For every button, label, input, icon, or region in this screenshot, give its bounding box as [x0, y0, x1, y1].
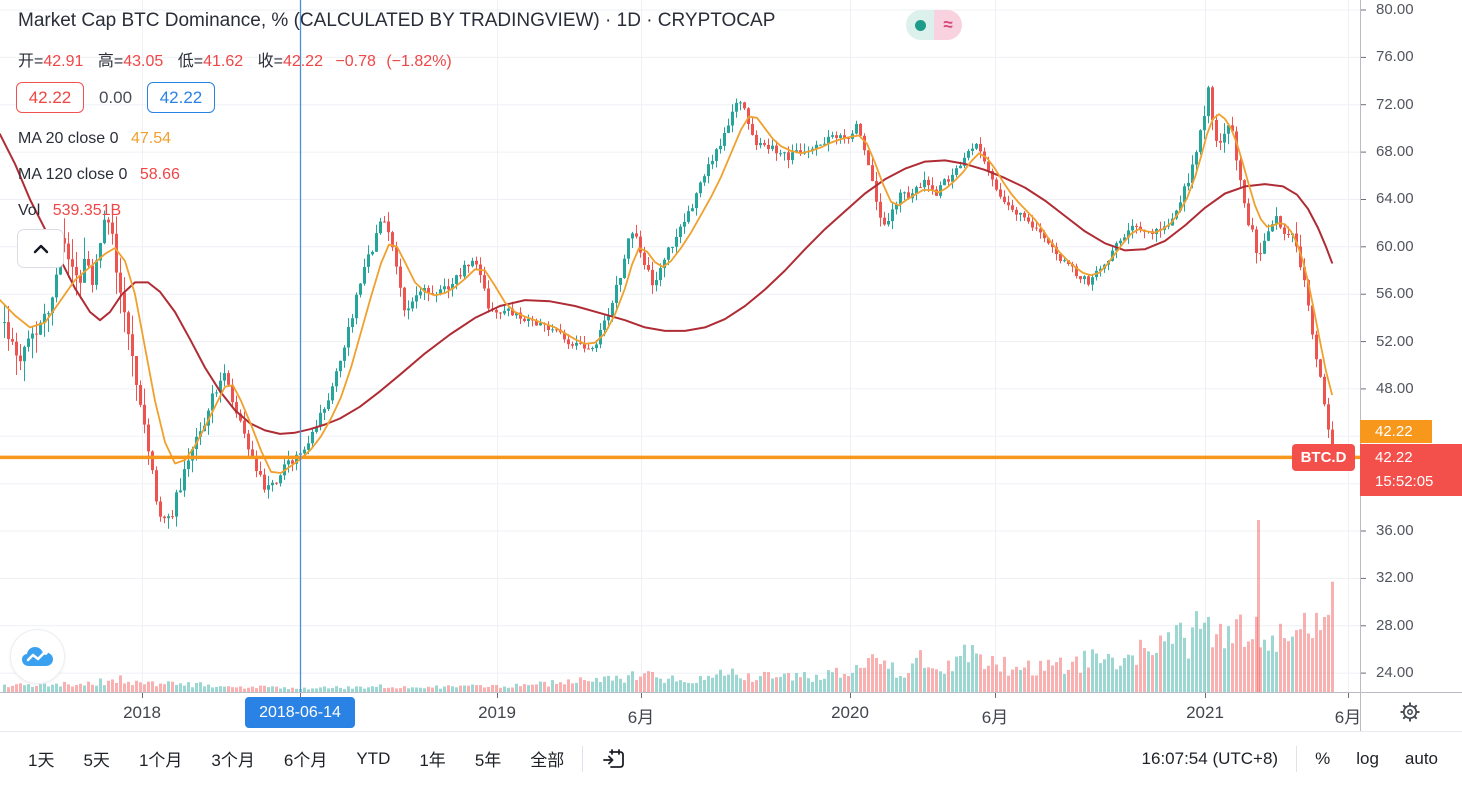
- ma120-legend[interactable]: MA 120 close 0 58.66: [18, 166, 180, 184]
- market-open-indicator[interactable]: [906, 10, 934, 40]
- toolbar-divider: [582, 745, 584, 772]
- price-tick-label: 60.00: [1376, 237, 1414, 255]
- tradingview-logo[interactable]: [10, 629, 65, 684]
- time-tick-label: 6月: [981, 708, 1009, 727]
- buy-button[interactable]: 42.22: [147, 82, 215, 113]
- range-button-1个月[interactable]: 1个月: [138, 751, 183, 770]
- range-button-全部[interactable]: 全部: [530, 751, 565, 770]
- change-percent: (−1.82%): [386, 53, 452, 70]
- toolbar-divider-right: [1296, 745, 1298, 772]
- market-status-pill[interactable]: ≈: [906, 10, 962, 40]
- sell-button[interactable]: 42.22: [16, 82, 84, 113]
- price-axis[interactable]: 80.00 76.00 72.00 68.00 64.00 60.00 56.00 52.00…: [1360, 0, 1462, 692]
- symbol-price-label: BTC.D: [1292, 444, 1355, 471]
- gear-icon: [1400, 702, 1420, 722]
- range-button-5年[interactable]: 5年: [474, 751, 502, 770]
- price-tick-label: 56.00: [1376, 285, 1414, 303]
- go-to-date-button[interactable]: [601, 746, 627, 772]
- open-label: 开=: [18, 53, 44, 70]
- price-tick-label: 64.00: [1376, 190, 1414, 208]
- price-tick-label: 36.00: [1376, 522, 1414, 540]
- close-value: 42.22: [282, 53, 323, 70]
- last-price-badge: 42.22 15:52:05: [1360, 444, 1462, 496]
- ma20-legend[interactable]: MA 20 close 0 47.54: [18, 130, 171, 148]
- time-axis-border: [0, 692, 1462, 693]
- time-tick-label: 2018: [123, 703, 161, 722]
- date-range-buttons: 1天 5天 1个月 3个月 6个月 YTD 1年 5年 全部: [28, 746, 564, 771]
- symbol-title[interactable]: Market Cap BTC Dominance, % (CALCULATED …: [18, 10, 776, 31]
- open-value: 42.91: [43, 53, 84, 70]
- price-axis-border: [1360, 0, 1361, 731]
- price-tick-label: 68.00: [1376, 143, 1414, 161]
- price-tick-label: 48.00: [1376, 379, 1414, 397]
- low-value: 41.62: [203, 53, 244, 70]
- ma20-value: 47.54: [130, 130, 171, 147]
- time-tick-label: 2019: [478, 703, 516, 722]
- toolbar-right-group: 16:07:54 (UTC+8) % log auto: [1141, 745, 1438, 772]
- price-tick-label: 28.00: [1376, 616, 1414, 634]
- time-tick-label: 2021: [1186, 703, 1224, 722]
- price-tick-label: 76.00: [1376, 48, 1414, 66]
- price-tick-label: 52.00: [1376, 332, 1414, 350]
- scale-mode-buttons: % log auto: [1315, 749, 1438, 769]
- change-value: −0.78: [335, 53, 376, 70]
- price-tick-label: 80.00: [1376, 1, 1414, 18]
- price-tick-label: 72.00: [1376, 95, 1414, 113]
- range-button-1天[interactable]: 1天: [28, 751, 55, 770]
- scale-button-log[interactable]: log: [1356, 748, 1379, 768]
- time-tick-label: 2020: [831, 703, 869, 722]
- ma120-value: 58.66: [139, 166, 180, 183]
- spread-value: 0.00: [98, 88, 133, 107]
- time-axis[interactable]: 2018 2019 6月 2020 6月 2021 6月: [0, 692, 1361, 731]
- low-label: 低=: [177, 53, 204, 70]
- range-button-5天[interactable]: 5天: [83, 751, 110, 770]
- collapse-legend-button[interactable]: [17, 229, 64, 268]
- time-tick-label: 6月: [1334, 708, 1362, 727]
- ma120-label: MA 120 close 0: [18, 166, 128, 183]
- range-button-3个月[interactable]: 3个月: [211, 751, 255, 770]
- chevron-up-icon: [33, 244, 48, 253]
- high-label: 高=: [97, 53, 124, 70]
- market-open-dot-icon: [914, 19, 926, 31]
- time-tick-label: 6月: [627, 708, 655, 727]
- cloud-chart-icon: [21, 646, 53, 666]
- bottom-toolbar: 1天 5天 1个月 3个月 6个月 YTD 1年 5年 全部 16:07:54 (UTC+8) …: [0, 731, 1462, 791]
- session-clock[interactable]: 16:07:54 (UTC+8): [1141, 748, 1279, 768]
- volume-value: 539.351B: [52, 202, 122, 219]
- range-button-1年[interactable]: 1年: [419, 751, 446, 770]
- axis-settings-button[interactable]: [1396, 698, 1424, 726]
- scale-button-%[interactable]: %: [1315, 748, 1331, 768]
- calendar-go-to-icon: [603, 748, 625, 768]
- price-chart-canvas[interactable]: [0, 0, 1462, 737]
- price-tick-label: 32.00: [1376, 569, 1414, 587]
- volume-label: Vol: [18, 202, 41, 219]
- price-tick-label: 24.00: [1376, 664, 1414, 682]
- volume-legend[interactable]: Vol 539.351B: [18, 202, 121, 220]
- high-value: 43.05: [123, 53, 164, 70]
- ma20-label: MA 20 close 0: [18, 130, 119, 147]
- last-price-value: 42.22: [1375, 449, 1413, 466]
- ohlc-row: 开=42.91 高=43.05 低=41.62 收=42.22 −0.78 (−…: [18, 47, 452, 71]
- range-button-6个月[interactable]: 6个月: [283, 751, 328, 770]
- delayed-data-icon[interactable]: ≈: [934, 10, 962, 40]
- scale-button-auto[interactable]: auto: [1404, 748, 1438, 768]
- range-button-YTD[interactable]: YTD: [356, 748, 391, 768]
- bar-countdown: 15:52:05: [1375, 473, 1434, 490]
- close-label: 收=: [257, 53, 283, 70]
- price-line-badge: 42.22: [1360, 420, 1432, 443]
- crosshair-date-badge: 2018-06-14: [245, 697, 355, 728]
